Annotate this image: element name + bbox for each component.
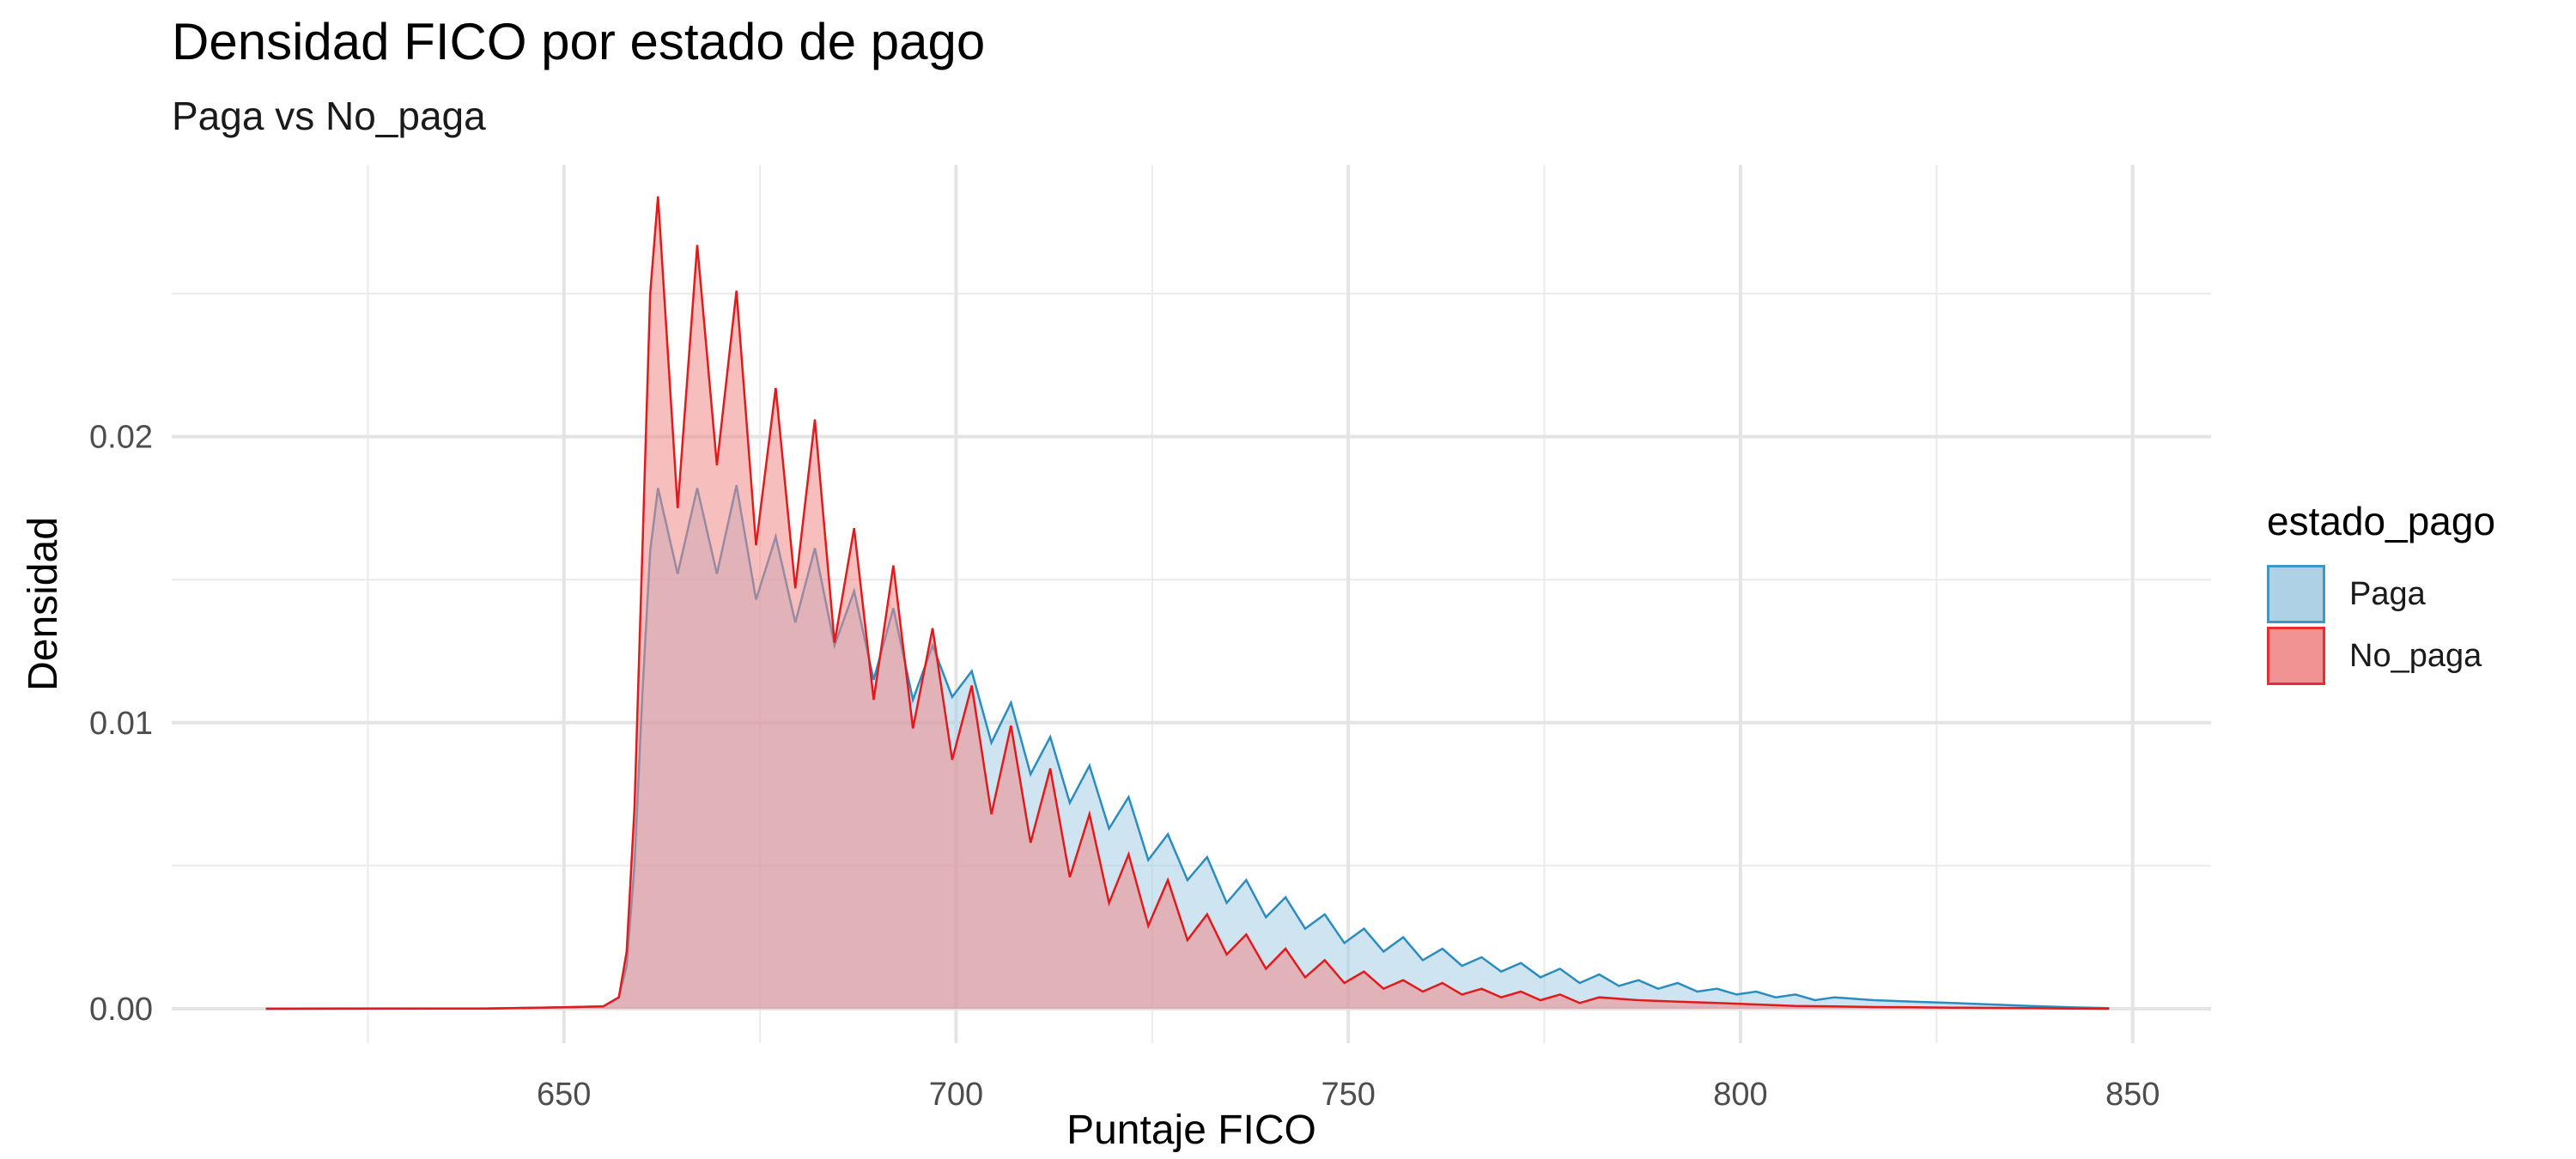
x-tick-label: 850 <box>2105 1077 2160 1113</box>
density-line-no-paga <box>265 196 2110 1010</box>
legend-key-paga <box>2267 565 2325 623</box>
x-tick-label: 750 <box>1321 1077 1375 1113</box>
density-area-no-paga <box>265 196 2110 1009</box>
y-axis-title: Densidad <box>21 517 66 691</box>
y-tick-label: 0.00 <box>89 992 153 1028</box>
x-tick-label: 800 <box>1713 1077 1767 1113</box>
density-area-paga <box>265 485 2110 1009</box>
legend-key-no-paga <box>2267 627 2325 685</box>
legend-title: estado_pago <box>2267 499 2496 543</box>
legend-label-paga: Paga <box>2349 575 2426 612</box>
legend: estado_pago Paga No_paga <box>2267 498 2495 687</box>
x-axis-title: Puntaje FICO <box>1066 1107 1316 1153</box>
y-tick-label: 0.01 <box>89 706 153 742</box>
legend-label-no-paga: No_paga <box>2349 637 2482 674</box>
chart-title: Densidad FICO por estado de pago <box>172 13 986 70</box>
x-tick-label: 650 <box>537 1077 591 1113</box>
legend-item-paga: Paga <box>2267 563 2495 625</box>
legend-item-no-paga: No_paga <box>2267 625 2495 687</box>
chart-subtitle: Paga vs No_paga <box>172 94 486 138</box>
y-tick-label: 0.02 <box>89 420 153 456</box>
x-tick-label: 700 <box>929 1077 983 1113</box>
